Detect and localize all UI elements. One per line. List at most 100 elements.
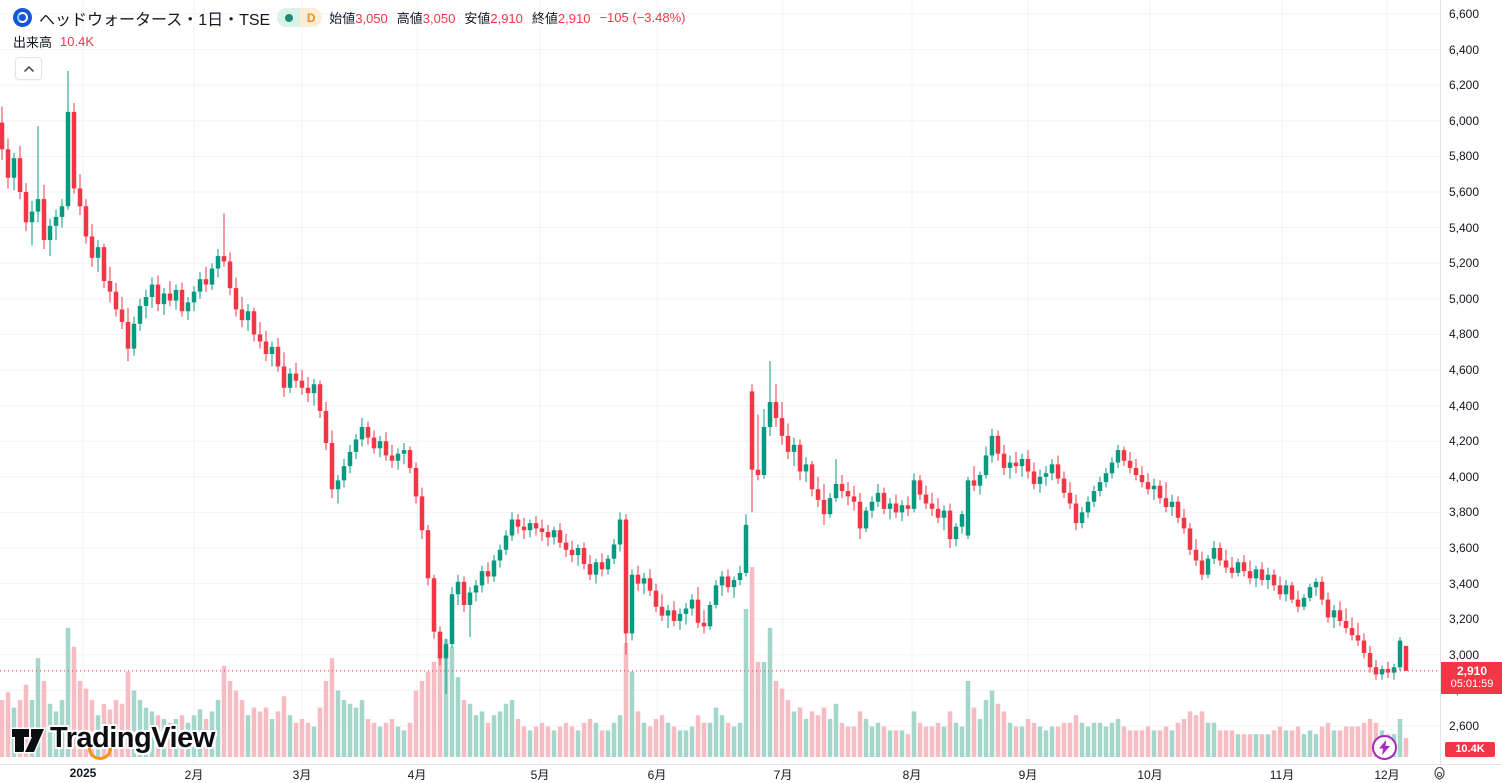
volume-bar (995, 703, 1001, 757)
volume-bar (1271, 730, 1277, 757)
volume-bar (1157, 730, 1163, 757)
candle-body (983, 455, 989, 476)
current-price-badge: 2,910 05:01:59 (1441, 661, 1502, 694)
volume-bar (779, 688, 785, 757)
volume-bar (815, 715, 821, 757)
volume-bar (713, 707, 719, 757)
volume-bar (521, 726, 527, 757)
candle-body (563, 542, 569, 550)
volume-bar (1211, 722, 1217, 757)
current-volume-badge: 10.4K (1445, 742, 1495, 757)
candle-body (617, 519, 623, 545)
candle-body (599, 562, 605, 570)
volume-bar (839, 722, 845, 757)
volume-bar (677, 730, 683, 757)
volume-bar (953, 722, 959, 757)
axis-settings-button[interactable] (1429, 766, 1449, 782)
volume-bar (275, 711, 281, 757)
candle-body (1091, 491, 1097, 502)
time-tick-label: 2月 (184, 768, 204, 782)
candle-body (1151, 485, 1157, 490)
candle-body (731, 580, 737, 588)
volume-bar (1313, 734, 1319, 757)
candle-body (689, 599, 695, 609)
price-axis[interactable]: 2,910 05:01:59 10.4K 6,600 6,400 6,200 6,00… (1440, 0, 1502, 764)
volume-bar (389, 719, 395, 757)
candle-body (371, 437, 377, 449)
volume-bar (215, 700, 221, 757)
candle-body (989, 435, 995, 456)
candle-body (911, 480, 917, 509)
volume-bar (1175, 722, 1181, 757)
candle-body (743, 524, 749, 573)
volume-bar (119, 703, 125, 757)
collapse-legend-button[interactable] (15, 57, 42, 80)
boost-button[interactable] (1372, 735, 1397, 760)
volume-bar (767, 627, 773, 757)
volume-bar (1043, 730, 1049, 757)
volume-bar (323, 681, 329, 757)
time-tick-label: 12月 (1374, 768, 1400, 782)
candle-body (1265, 574, 1271, 581)
volume-bar (1109, 722, 1115, 757)
price-tick-label: 4,200 (1449, 434, 1480, 449)
volume-bar (233, 690, 239, 757)
candle-body (65, 111, 71, 207)
symbol-logo (13, 8, 32, 27)
ohlc-item: 安値2,910 (464, 11, 523, 26)
candle-body (419, 496, 425, 531)
candle-body (101, 247, 107, 281)
candle-body (401, 450, 407, 454)
volume-bar (269, 719, 275, 757)
volume-bar (137, 700, 143, 757)
candle-body (1055, 464, 1061, 479)
volume-bar (1235, 734, 1241, 757)
candle-body (323, 410, 329, 443)
candle-body (1157, 485, 1163, 499)
market-status-pill[interactable]: D (277, 8, 323, 27)
candle-body (275, 346, 281, 367)
candlestick-chart-pane[interactable] (0, 0, 1440, 764)
candle-body (611, 544, 617, 559)
candle-body (425, 530, 431, 579)
candle-body (1193, 549, 1199, 561)
volume-bar (179, 715, 185, 757)
volume-bar (1163, 726, 1169, 757)
candle-body (353, 439, 359, 452)
volume-bar (1169, 730, 1175, 757)
volume-bar (341, 700, 347, 757)
volume-bar (947, 711, 953, 757)
volume-legend-label[interactable]: 出来高 (13, 34, 53, 50)
candle-body (455, 581, 461, 595)
volume-bar (689, 726, 695, 757)
candle-body (29, 211, 35, 223)
candle-body (905, 505, 911, 509)
volume-bar (485, 722, 491, 757)
candle-body (5, 149, 11, 178)
symbol-title[interactable]: ヘッドウォータース・1日・TSE (39, 11, 271, 29)
volume-bar (1397, 719, 1403, 757)
volume-bar (1127, 730, 1133, 757)
candle-body (1079, 512, 1085, 524)
volume-bar (497, 711, 503, 757)
ohlc-item: 始値3,050 (329, 11, 388, 26)
volume-bar (1097, 722, 1103, 757)
volume-bar (41, 681, 47, 757)
candle-body (479, 571, 485, 586)
candle-body (509, 519, 515, 536)
candle-body (1013, 462, 1019, 467)
volume-bar (581, 722, 587, 757)
volume-bar (1091, 722, 1097, 757)
price-tick-label: 4,400 (1449, 398, 1480, 413)
price-tick-label: 3,400 (1449, 576, 1480, 591)
volume-bar (431, 662, 437, 757)
volume-bar (1025, 719, 1031, 757)
volume-bar (1181, 719, 1187, 757)
candle-body (809, 464, 815, 490)
price-tick-label: 5,000 (1449, 291, 1480, 306)
volume-bar (869, 726, 875, 757)
time-axis[interactable]: 2025 2月 3月 4月 5月 6月 7月 8月 9月 10月 11月 12月 (0, 764, 1502, 783)
tradingview-logo[interactable]: TradingView (10, 722, 215, 760)
price-tick-label: 6,200 (1449, 78, 1480, 93)
candle-body (581, 548, 587, 565)
